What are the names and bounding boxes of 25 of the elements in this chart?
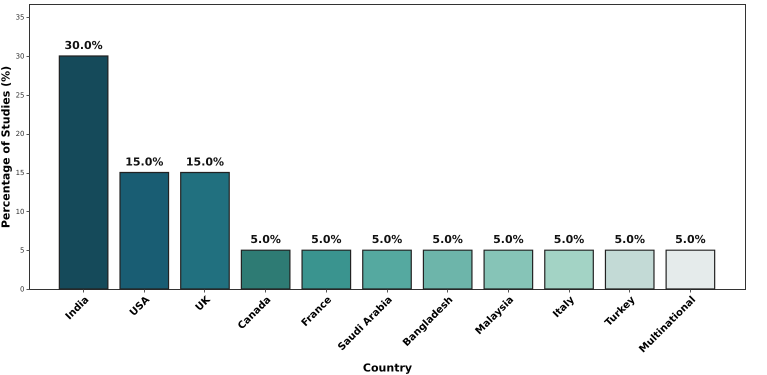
data-label: 5.0% [614, 233, 645, 246]
bar [483, 250, 534, 290]
bar [119, 172, 170, 290]
y-axis-title: Percentage of Studies (%) [0, 66, 13, 228]
x-axis-title: Country [362, 362, 412, 375]
data-label: 15.0% [186, 156, 224, 169]
data-label: 5.0% [432, 233, 463, 246]
data-label: 5.0% [675, 233, 706, 246]
data-label: 15.0% [125, 156, 164, 169]
bar [666, 250, 716, 290]
bar [604, 250, 655, 290]
data-label: 5.0% [493, 233, 524, 246]
bar [362, 250, 412, 290]
data-label: 5.0% [372, 233, 402, 246]
data-label: 30.0% [64, 39, 103, 52]
bar [301, 250, 352, 290]
bar [422, 250, 473, 290]
x-tick-label: UK [194, 294, 214, 314]
bar [544, 250, 594, 290]
bar [58, 55, 108, 290]
bar [180, 172, 230, 290]
bar [240, 250, 291, 290]
data-label: 5.0% [250, 233, 281, 246]
data-label: 5.0% [311, 233, 342, 246]
data-label: 5.0% [554, 233, 584, 246]
